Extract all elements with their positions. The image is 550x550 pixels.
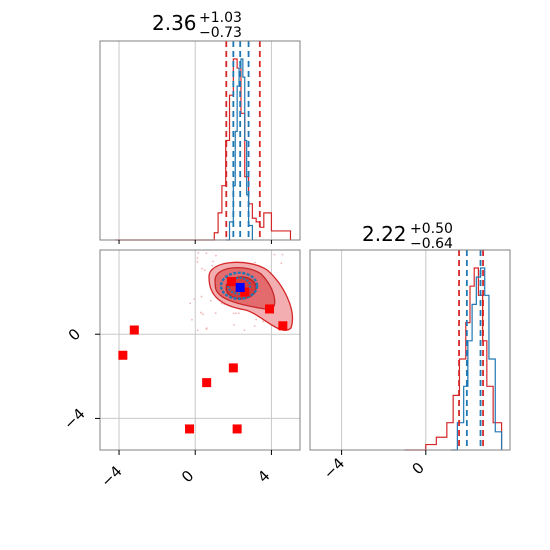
title-param-1-value: 2.36 [152,11,197,35]
histogram-panel-param-1 [99,40,301,244]
x-tick-label: −4 [97,462,125,490]
axes-frame [309,249,511,451]
sample-dot [281,253,284,256]
red-marker-7 [265,304,275,314]
sample-dot [209,299,212,302]
title-param-2-upper-error: +0.50 [410,221,453,237]
sample-dot [273,253,276,256]
sample-dot [253,325,256,327]
red-marker-4 [228,363,238,373]
sample-dot [202,313,204,316]
sample-dot [280,262,283,265]
sample-dot [238,312,240,315]
sample-dot [255,318,257,321]
sample-dot [212,260,215,263]
sample-dot [191,318,193,321]
x-tick-label: −4 [320,454,348,482]
x-tick-label: 0 [409,459,428,478]
red-marker-1 [129,325,139,335]
sample-dot [205,328,208,331]
sample-dot [196,329,199,332]
sample-dot [205,252,208,255]
histogram-series-1 [115,58,292,241]
sample-dot [196,260,199,263]
red-marker-5 [185,424,195,434]
axes-frame [99,249,301,451]
sample-dot [189,302,192,305]
sample-dot [197,251,200,254]
sample-dot [233,323,236,326]
sample-dot [196,257,199,259]
title-param-1-upper-error: +1.03 [199,10,242,26]
sample-dot [200,311,202,314]
sample-dot [215,254,217,257]
sample-dot [193,298,196,301]
sample-dot [243,329,246,332]
sample-dot [254,261,256,264]
sample-dot [220,302,223,305]
y-tick-label: 0 [65,325,84,344]
sample-dot [262,320,265,323]
red-marker-8 [278,321,288,331]
red-marker-10 [226,277,236,287]
title-param-2-lower-error: −0.64 [410,236,453,252]
red-marker-2 [118,350,128,360]
red-marker-3 [202,378,212,388]
sample-dot [201,267,203,270]
sample-dot [232,312,235,315]
title-param-1-lower-error: −0.73 [199,25,242,41]
sample-dot [203,269,206,272]
y-tick-label: −4 [60,405,88,433]
contour-scatter-panel: −4 0 4 0 −4 [60,249,301,491]
blue-contour-outer [219,271,259,300]
histogram-series-1 [404,267,503,451]
x-tick-label: 4 [254,467,273,486]
x-tick-label: 0 [178,467,197,486]
title-param-1: 2.36 [152,11,197,35]
histogram-panel-param-2: −4 0 [309,249,511,483]
histogram-series-2 [225,58,253,241]
red-marker-6 [232,424,242,434]
sample-dot [214,312,217,315]
sample-dot [211,264,214,267]
blue-marker [235,282,245,292]
title-param-2-value: 2.22 [362,222,407,246]
sample-dot [200,295,203,298]
axes-frame [99,40,301,241]
red-marker-9 [240,287,250,297]
sample-dot [235,312,238,315]
histogram-series-2 [451,267,503,451]
